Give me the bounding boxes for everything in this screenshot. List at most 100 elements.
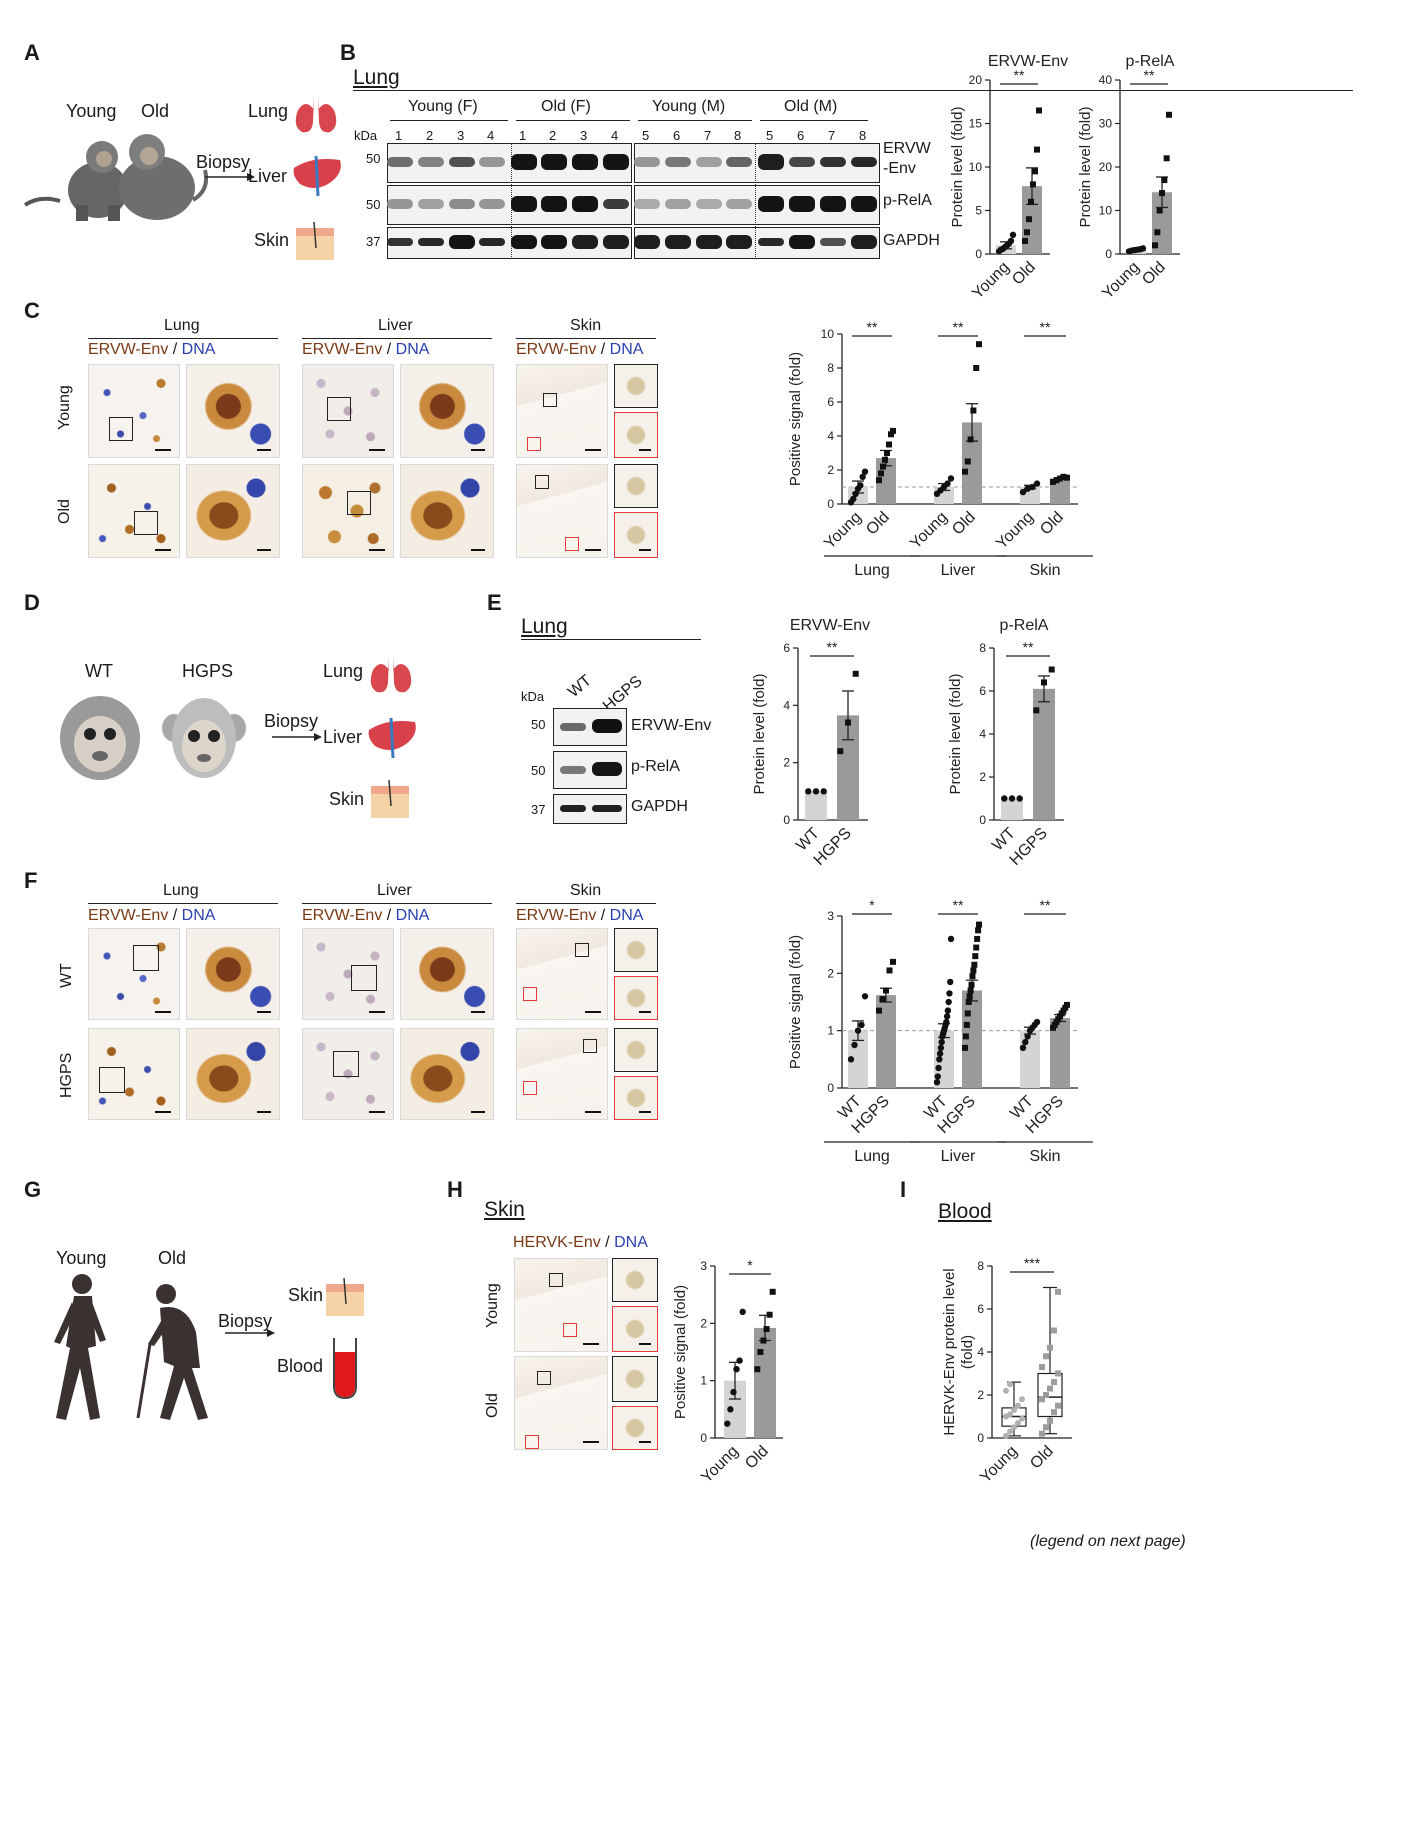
y-tick-label: 0 [1105,247,1112,261]
blot-band [851,157,877,167]
arrow-icon [225,1329,275,1337]
data-point [757,1349,764,1355]
blot-band [789,235,815,249]
data-point [1060,473,1067,480]
footer-legend-note: (legend on next page) [1030,1533,1186,1550]
significance-label: ** [1144,67,1155,83]
y-tick-label: 6 [979,684,986,698]
e-blot-gapdh [553,794,627,824]
data-point [937,1044,945,1052]
blot-band [696,157,722,167]
x-tick-label: Young [1099,259,1143,303]
section-underline [353,90,1353,91]
blot-band [541,235,567,249]
blot-band [479,157,505,167]
h-row-young: Young [484,1283,501,1328]
data-point [1003,1432,1009,1439]
blot-band [449,157,475,167]
significance-label: ** [1014,67,1025,83]
data-point [972,953,979,960]
data-point [967,987,974,994]
x-tick-label: Young [698,1443,742,1487]
data-point [1156,207,1163,214]
data-point [1050,478,1056,485]
data-point [847,1056,855,1063]
x-tick-label: Old [1139,259,1169,289]
chart-title: ERVW-Env [790,617,870,634]
data-point [970,407,977,414]
data-point [1055,1402,1061,1409]
x-tick-label: Old [1027,1443,1057,1473]
data-point [1034,146,1040,153]
f-liver-title: Liver [377,882,412,899]
y-axis-label: Positive signal (fold) [787,935,804,1069]
blot-band [758,154,784,170]
data-point [947,475,955,482]
significance-label: ** [1023,639,1034,655]
f-skin-dna: DNA [609,907,644,924]
blot-gapdh-left [387,227,632,259]
blot-band [820,157,846,167]
c-row-young: Young [56,385,73,430]
h-skin-young-zoom-red [612,1306,658,1352]
data-point [858,1021,865,1029]
y-tick-label: 8 [977,1259,984,1273]
c-skin-old-image [516,464,608,558]
data-point [861,993,869,1000]
blot-band [758,238,784,246]
blot-band [696,235,722,249]
h-section-skin: Skin [484,1198,525,1221]
data-point [852,490,859,497]
panel-label-e: E [487,590,502,615]
blot-band [541,154,567,170]
f-liver-hgps-image [302,1028,394,1120]
blot-band [603,154,629,170]
h-row-old: Old [484,1393,501,1418]
data-point [969,973,976,980]
blot-band [418,157,444,167]
blot-band [603,199,629,209]
data-point [1007,237,1015,245]
lane-number: 3 [580,128,588,143]
e-band-ervw: ERVW-Env [631,717,712,734]
significance-label: ** [1040,900,1051,913]
h-hervk: HERVK-Env [513,1234,601,1251]
c-liver-old-zoom [400,464,494,558]
data-point [1053,477,1060,484]
h-skin-old-image [514,1356,608,1450]
e-section-lung: Lung [521,615,568,638]
data-point [890,958,896,965]
e-band-gapdh: GAPDH [631,798,688,815]
data-point [845,719,851,726]
marker-50a: 50 [366,151,381,166]
lane-number: 7 [828,128,836,143]
group-label: Lung [854,562,890,579]
blot-band [418,238,444,246]
data-point [967,436,974,443]
group-label: Lung [854,1148,890,1165]
f-skin-hgps-zoom-black [614,1028,658,1072]
blot-band [511,196,537,212]
f-lung-wt-image [88,928,180,1020]
data-point [1161,177,1168,184]
group-young-f: Young (F) [408,98,478,115]
data-point [837,748,844,755]
data-point [947,935,955,943]
i-section-blood: Blood [938,1200,992,1223]
data-point [933,1079,941,1086]
data-point [962,468,968,475]
y-tick-label: 0 [783,813,790,827]
data-point [1008,795,1016,802]
y-axis-label: Protein level (fold) [949,107,966,228]
g-label-blood: Blood [277,1356,324,1376]
data-point [1041,679,1047,686]
y-tick-label: 15 [969,117,983,131]
blot-band [511,154,537,170]
data-point [1015,1419,1021,1426]
e-blot-relA [553,751,627,789]
y-tick-label: 40 [1099,73,1113,87]
c-lung-title: Lung [164,317,200,334]
data-point [883,987,889,994]
d-label-lung: Lung [323,661,364,681]
significance-label: * [747,1257,753,1273]
